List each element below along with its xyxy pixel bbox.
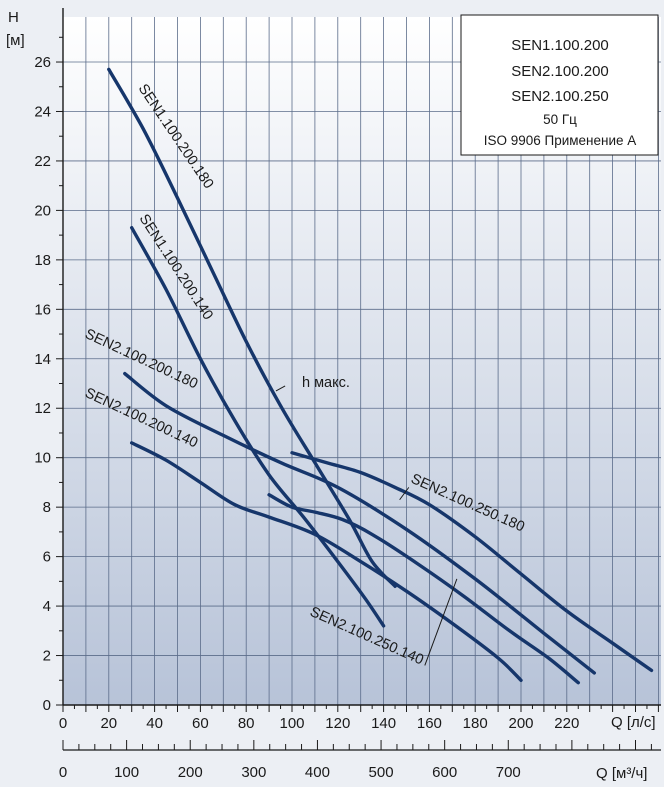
y-tick-label: 0 (43, 697, 51, 714)
y-tick-label: 6 (43, 549, 51, 566)
grid (63, 17, 661, 705)
series-line-1 (107, 67, 397, 588)
x-tick-label: 100 (279, 715, 304, 732)
y-tick-label: 22 (34, 153, 51, 170)
legend: SEN1.100.200 SEN2.100.200 SEN2.100.250 5… (460, 14, 659, 156)
x-tick-label: 160 (417, 715, 442, 732)
y-axis-symbol: H (8, 9, 19, 26)
legend-line-4: 50 Гц (543, 112, 577, 127)
x2-tick-label: 600 (432, 764, 457, 781)
x2-tick-label: 100 (114, 764, 139, 781)
series-line-3 (123, 371, 596, 675)
x2-tick-label: 700 (496, 764, 521, 781)
y-tick-label: 4 (43, 598, 51, 615)
x-axis-label-ls: Q [л/с] (611, 714, 656, 731)
y-tick-label: 12 (34, 400, 51, 417)
y-axis-unit: [м] (6, 32, 25, 49)
y-tick-label: 20 (34, 202, 51, 219)
x-tick-label: 120 (325, 715, 350, 732)
x2-tick-label: 0 (59, 764, 67, 781)
series-line-5 (290, 451, 654, 673)
x2-tick-label: 300 (241, 764, 266, 781)
series-line-2 (130, 226, 386, 628)
x-axis-label-m3h: Q [м³/ч] (596, 765, 647, 782)
legend-box (460, 14, 659, 156)
y-tick-label: 14 (34, 351, 51, 368)
series-line-4 (130, 441, 523, 682)
y-tick-label: 8 (43, 499, 51, 516)
hmax-label: h макс. (302, 375, 350, 391)
x-tick-label: 40 (146, 715, 163, 732)
x-tick-label: 200 (508, 715, 533, 732)
x2-tick-label: 400 (305, 764, 330, 781)
x-tick-label: 220 (554, 715, 579, 732)
label-leader-250-140 (424, 578, 458, 666)
x-tick-label: 0 (59, 715, 67, 732)
x-tick-label: 20 (100, 715, 117, 732)
series-line-6 (267, 493, 580, 685)
legend-line-3: SEN2.100.250 (511, 88, 609, 105)
x2-tick-label: 200 (178, 764, 203, 781)
label-leader-250-180 (399, 487, 410, 501)
x-tick-label: 80 (238, 715, 255, 732)
y-tick-label: 16 (34, 301, 51, 318)
x2-tick-label: 500 (369, 764, 394, 781)
y-tick-label: 24 (34, 103, 51, 120)
x-tick-label: 60 (192, 715, 209, 732)
y-tick-label: 10 (34, 450, 51, 467)
x-tick-label: 140 (371, 715, 396, 732)
y-tick-label: 26 (34, 54, 51, 71)
y-tick-label: 18 (34, 252, 51, 269)
hmax-leader (275, 385, 286, 392)
legend-line-5: ISO 9906 Применение А (484, 133, 637, 148)
series-curves (107, 67, 654, 685)
legend-line-2: SEN2.100.200 (511, 63, 609, 80)
x-tick-label: 180 (463, 715, 488, 732)
legend-line-1: SEN1.100.200 (511, 37, 609, 54)
y-tick-label: 2 (43, 648, 51, 665)
